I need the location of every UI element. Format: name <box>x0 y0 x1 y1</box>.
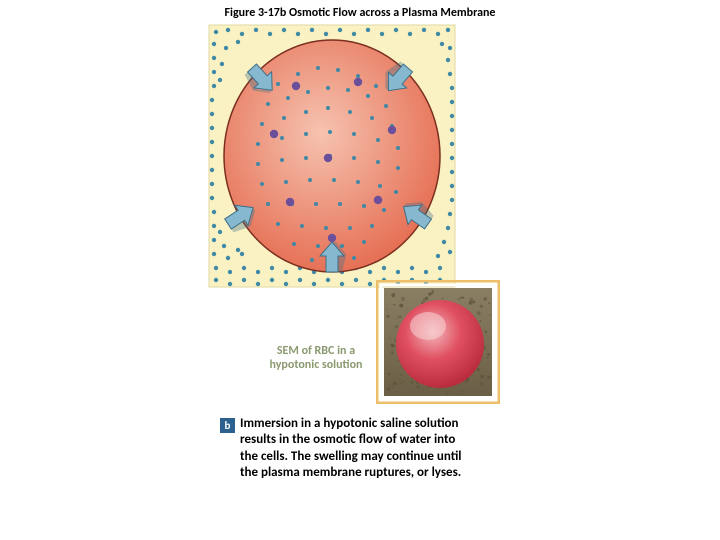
sem-caption: SEM of RBC in a hypotonic solution <box>256 345 376 373</box>
page-root: Figure 3-17b Osmotic Flow across a Plasm… <box>0 0 720 540</box>
osmosis-diagram <box>208 24 456 288</box>
figure-title: Figure 3-17b Osmotic Flow across a Plasm… <box>0 6 720 20</box>
panel-label-b: b <box>220 418 235 433</box>
panel-caption: Immersion in a hypotonic saline solution… <box>240 416 470 481</box>
sem-image <box>376 280 500 404</box>
